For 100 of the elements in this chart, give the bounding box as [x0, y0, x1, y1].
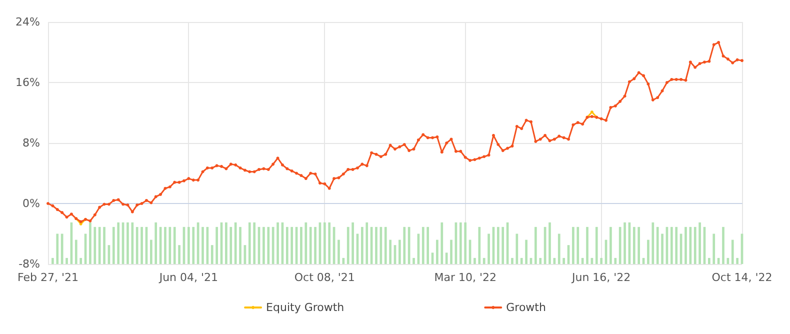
- bar: [338, 240, 340, 264]
- bar: [412, 258, 415, 264]
- bar: [610, 226, 612, 264]
- x-tick-label: Feb 27, '21: [18, 271, 78, 284]
- y-tick-label: 8%: [22, 136, 40, 150]
- bar: [309, 226, 312, 264]
- bar: [188, 226, 190, 264]
- bar: [624, 222, 626, 264]
- bar: [314, 226, 316, 264]
- bar: [290, 226, 294, 264]
- bar: [618, 226, 622, 264]
- bar: [440, 222, 444, 264]
- bar: [267, 226, 270, 264]
- bar: [239, 226, 242, 264]
- bar: [253, 222, 256, 264]
- bar: [304, 222, 308, 264]
- bar: [698, 222, 701, 264]
- bar: [464, 222, 467, 264]
- bar: [558, 234, 560, 264]
- bar: [300, 226, 302, 264]
- bar: [74, 240, 78, 264]
- bar: [202, 226, 204, 264]
- bar: [140, 226, 143, 264]
- bar: [516, 234, 518, 264]
- bar: [712, 234, 716, 264]
- bar: [248, 222, 251, 264]
- bar: [595, 226, 598, 264]
- bar: [548, 222, 551, 264]
- bar: [403, 226, 406, 264]
- bar: [361, 226, 364, 264]
- bar: [502, 226, 504, 264]
- bar: [352, 222, 354, 264]
- bar: [436, 240, 438, 264]
- bar: [389, 240, 392, 264]
- bar: [98, 226, 101, 264]
- bar: [422, 226, 424, 264]
- bar: [632, 226, 636, 264]
- bar: [384, 226, 387, 264]
- x-tick-label: Jun 04, '21: [158, 271, 218, 284]
- bar: [66, 258, 68, 264]
- bar: [600, 258, 602, 264]
- bar: [708, 258, 710, 264]
- y-tick-label: -8%: [18, 258, 40, 270]
- bar: [154, 222, 158, 264]
- bar: [230, 226, 232, 264]
- bar: [694, 226, 696, 264]
- bar: [210, 245, 214, 264]
- bar: [670, 226, 673, 264]
- bar: [398, 240, 401, 264]
- bar: [366, 222, 368, 264]
- bar: [225, 222, 228, 264]
- bar: [478, 226, 481, 264]
- bar: [103, 226, 106, 264]
- bar: [173, 226, 176, 264]
- bar: [262, 226, 265, 264]
- bar: [731, 240, 734, 264]
- bar: [375, 226, 378, 264]
- bar: [164, 226, 166, 264]
- bar: [346, 226, 350, 264]
- bar: [272, 226, 274, 264]
- bar: [638, 226, 640, 264]
- bar: [647, 240, 650, 264]
- bar: [150, 240, 152, 264]
- bar: [488, 234, 490, 264]
- bar: [586, 226, 588, 264]
- x-tick-label: Oct 08, '21: [294, 271, 355, 284]
- bar: [112, 226, 115, 264]
- bar: [496, 226, 500, 264]
- bar: [684, 226, 687, 264]
- bar: [520, 258, 523, 264]
- bar: [168, 226, 172, 264]
- bar: [276, 222, 279, 264]
- x-tick-label: Mar 10, '22: [434, 271, 496, 284]
- bar: [482, 258, 486, 264]
- bar: [342, 258, 345, 264]
- y-tick-label: 24%: [16, 16, 40, 28]
- bar: [323, 222, 326, 264]
- bar: [136, 226, 138, 264]
- bar: [328, 222, 331, 264]
- bar: [736, 258, 738, 264]
- x-tick-label: Oct 14, '22: [712, 271, 772, 284]
- bar: [572, 226, 574, 264]
- legend-label: Growth: [506, 301, 546, 314]
- bar: [52, 258, 54, 264]
- bar: [539, 258, 542, 264]
- bar: [94, 226, 96, 264]
- bar: [426, 226, 429, 264]
- bar: [126, 222, 129, 264]
- bar: [614, 258, 617, 264]
- bar: [656, 226, 659, 264]
- bar: [722, 226, 724, 264]
- bar: [56, 234, 59, 264]
- bar: [511, 258, 514, 264]
- bar: [652, 222, 654, 264]
- bar: [661, 234, 664, 264]
- bar: [576, 226, 580, 264]
- bar: [131, 222, 134, 264]
- bar: [178, 245, 180, 264]
- bar: [689, 226, 692, 264]
- bar: [216, 226, 218, 264]
